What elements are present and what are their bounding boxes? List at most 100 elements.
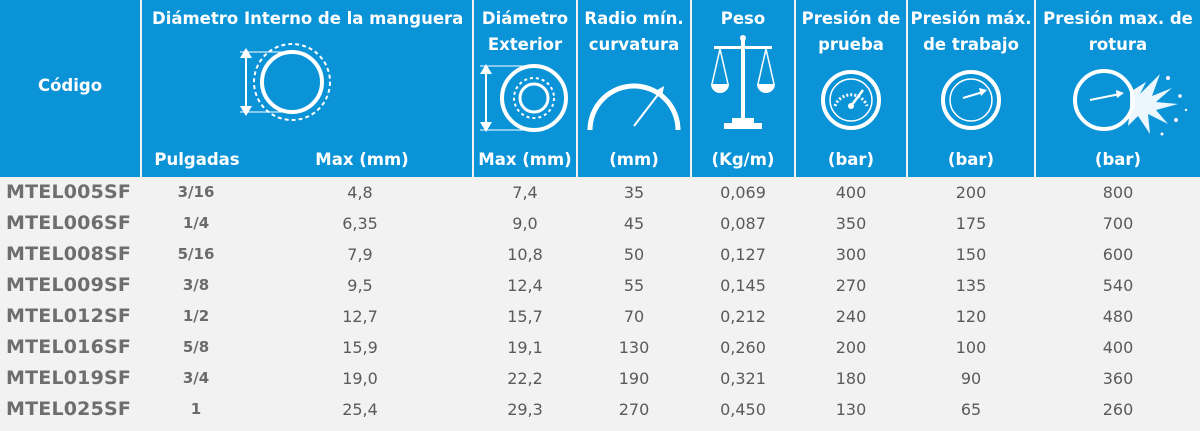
- cell-pulgadas: 3/16: [177, 183, 215, 201]
- header-burst-pressure-unit: (bar): [1094, 150, 1142, 169]
- cell-max-mm: 7,9: [347, 245, 373, 264]
- cell-prueba: 300: [835, 245, 867, 264]
- cell-ext-mm: 15,7: [507, 307, 543, 326]
- table-row: MTEL025SF 1 25,4 29,3 270 0,450 130 65 260: [0, 394, 1200, 425]
- table-body: MTEL005SF 3/16 4,8 7,4 35 0,069 400 200 800 MTEL0…: [0, 177, 1200, 425]
- cell-max-mm: 25,4: [342, 400, 378, 419]
- cell-radio: 270: [618, 400, 650, 419]
- header-burst-pressure-title-1: Presión max. de: [1043, 9, 1193, 28]
- cell-max-mm: 4,8: [347, 183, 373, 202]
- cell-prueba: 400: [835, 183, 867, 202]
- cell-peso: 0,069: [720, 183, 766, 202]
- cell-ext-mm: 19,1: [507, 338, 543, 357]
- cell-rotura: 480: [1102, 307, 1134, 326]
- header-weight-unit: (Kg/m): [711, 150, 775, 169]
- cell-pulgadas: 5/16: [177, 245, 215, 263]
- cell-pulgadas: 1/4: [182, 214, 210, 232]
- header-outer-diameter-title-1: Diámetro: [481, 9, 569, 28]
- cell-max-mm: 15,9: [342, 338, 378, 357]
- cell-codigo: MTEL019SF: [6, 367, 132, 389]
- header-outer-diameter: Diámetro Exterior Max (mm): [474, 0, 576, 177]
- cell-ext-mm: 10,8: [507, 245, 543, 264]
- header-inner-diameter-title: Diámetro Interno de la manguera: [152, 9, 464, 28]
- cell-ext-mm: 12,4: [507, 276, 543, 295]
- cell-trabajo: 200: [955, 183, 987, 202]
- cell-max-mm: 9,5: [347, 276, 373, 295]
- header-bend-radius-title-2: curvatura: [588, 35, 680, 54]
- header-codigo-label: Código: [37, 76, 103, 95]
- header-weight-title: Peso: [720, 9, 766, 28]
- hose-inner-diameter-icon: [240, 43, 331, 121]
- cell-peso: 0,212: [720, 307, 766, 326]
- cell-codigo: MTEL016SF: [6, 336, 132, 358]
- cell-codigo: MTEL012SF: [6, 305, 132, 327]
- cell-trabajo: 90: [960, 369, 982, 388]
- table-row: MTEL012SF 1/2 12,7 15,7 70 0,212 240 120 480: [0, 301, 1200, 332]
- cell-prueba: 130: [835, 400, 867, 419]
- cell-peso: 0,127: [720, 245, 766, 264]
- cell-max-mm: 19,0: [342, 369, 378, 388]
- cell-radio: 45: [623, 214, 645, 233]
- header-test-pressure-unit: (bar): [827, 150, 875, 169]
- table-header: Código Diámetro Interno de la manguera P…: [0, 0, 1200, 177]
- cell-pulgadas: 3/4: [182, 369, 210, 387]
- header-burst-pressure-title-2: rotura: [1088, 35, 1148, 54]
- cell-codigo: MTEL005SF: [6, 181, 132, 203]
- cell-trabajo: 150: [955, 245, 987, 264]
- table-row: MTEL008SF 5/16 7,9 10,8 50 0,127 300 150 600: [0, 239, 1200, 270]
- header-test-pressure-title-2: prueba: [818, 35, 884, 54]
- cell-prueba: 180: [835, 369, 867, 388]
- header-test-pressure-title-1: Presión de: [801, 9, 901, 28]
- cell-rotura: 600: [1102, 245, 1134, 264]
- header-weight: Peso (Kg/m): [692, 0, 794, 177]
- header-working-pressure-title-2: de trabajo: [923, 35, 1019, 54]
- cell-trabajo: 65: [960, 400, 982, 419]
- table-row: MTEL019SF 3/4 19,0 22,2 190 0,321 180 90 360: [0, 363, 1200, 394]
- table-row: MTEL005SF 3/16 4,8 7,4 35 0,069 400 200 800: [0, 177, 1200, 208]
- cell-trabajo: 100: [955, 338, 987, 357]
- cell-rotura: 800: [1102, 183, 1134, 202]
- header-burst-pressure: Presión max. de rotura (bar): [1036, 0, 1200, 177]
- cell-radio: 130: [618, 338, 650, 357]
- cell-peso: 0,321: [720, 369, 766, 388]
- header-test-pressure: Presión de prueba (bar): [796, 0, 906, 177]
- burst-gauge-icon: [1073, 69, 1188, 136]
- header-outer-diameter-unit: Max (mm): [478, 150, 572, 169]
- balance-scale-icon: [711, 35, 775, 129]
- table-row: MTEL009SF 3/8 9,5 12,4 55 0,145 270 135 540: [0, 270, 1200, 301]
- cell-rotura: 700: [1102, 214, 1134, 233]
- header-working-pressure-title-1: Presión máx.: [910, 9, 1032, 28]
- bend-radius-icon: [587, 83, 681, 131]
- cell-radio: 190: [618, 369, 650, 388]
- cell-ext-mm: 7,4: [512, 183, 538, 202]
- cell-peso: 0,260: [720, 338, 766, 357]
- cell-peso: 0,087: [720, 214, 766, 233]
- header-outer-diameter-title-2: Exterior: [487, 35, 563, 54]
- header-bend-radius-unit: (mm): [609, 150, 659, 169]
- cell-prueba: 200: [835, 338, 867, 357]
- header-pulgadas: Pulgadas: [154, 150, 240, 169]
- gauge-dial-icon: [941, 70, 1001, 130]
- cell-ext-mm: 29,3: [507, 400, 543, 419]
- cell-codigo: MTEL006SF: [6, 212, 132, 234]
- cell-rotura: 400: [1102, 338, 1134, 357]
- cell-peso: 0,450: [720, 400, 766, 419]
- header-bend-radius: Radio mín. curvatura (mm): [578, 0, 690, 177]
- cell-ext-mm: 22,2: [507, 369, 543, 388]
- cell-prueba: 270: [835, 276, 867, 295]
- cell-trabajo: 120: [955, 307, 987, 326]
- cell-prueba: 350: [835, 214, 867, 233]
- table-row: MTEL016SF 5/8 15,9 19,1 130 0,260 200 100 400: [0, 332, 1200, 363]
- cell-peso: 0,145: [720, 276, 766, 295]
- cell-pulgadas: 3/8: [182, 276, 210, 294]
- cell-ext-mm: 9,0: [512, 214, 538, 233]
- cell-pulgadas: 5/8: [182, 338, 210, 356]
- header-max-mm: Max (mm): [315, 150, 409, 169]
- cell-radio: 70: [623, 307, 645, 326]
- cell-codigo: MTEL025SF: [6, 398, 132, 420]
- cell-rotura: 260: [1102, 400, 1134, 419]
- cell-rotura: 360: [1102, 369, 1134, 388]
- cell-max-mm: 12,7: [342, 307, 378, 326]
- cell-trabajo: 135: [955, 276, 987, 295]
